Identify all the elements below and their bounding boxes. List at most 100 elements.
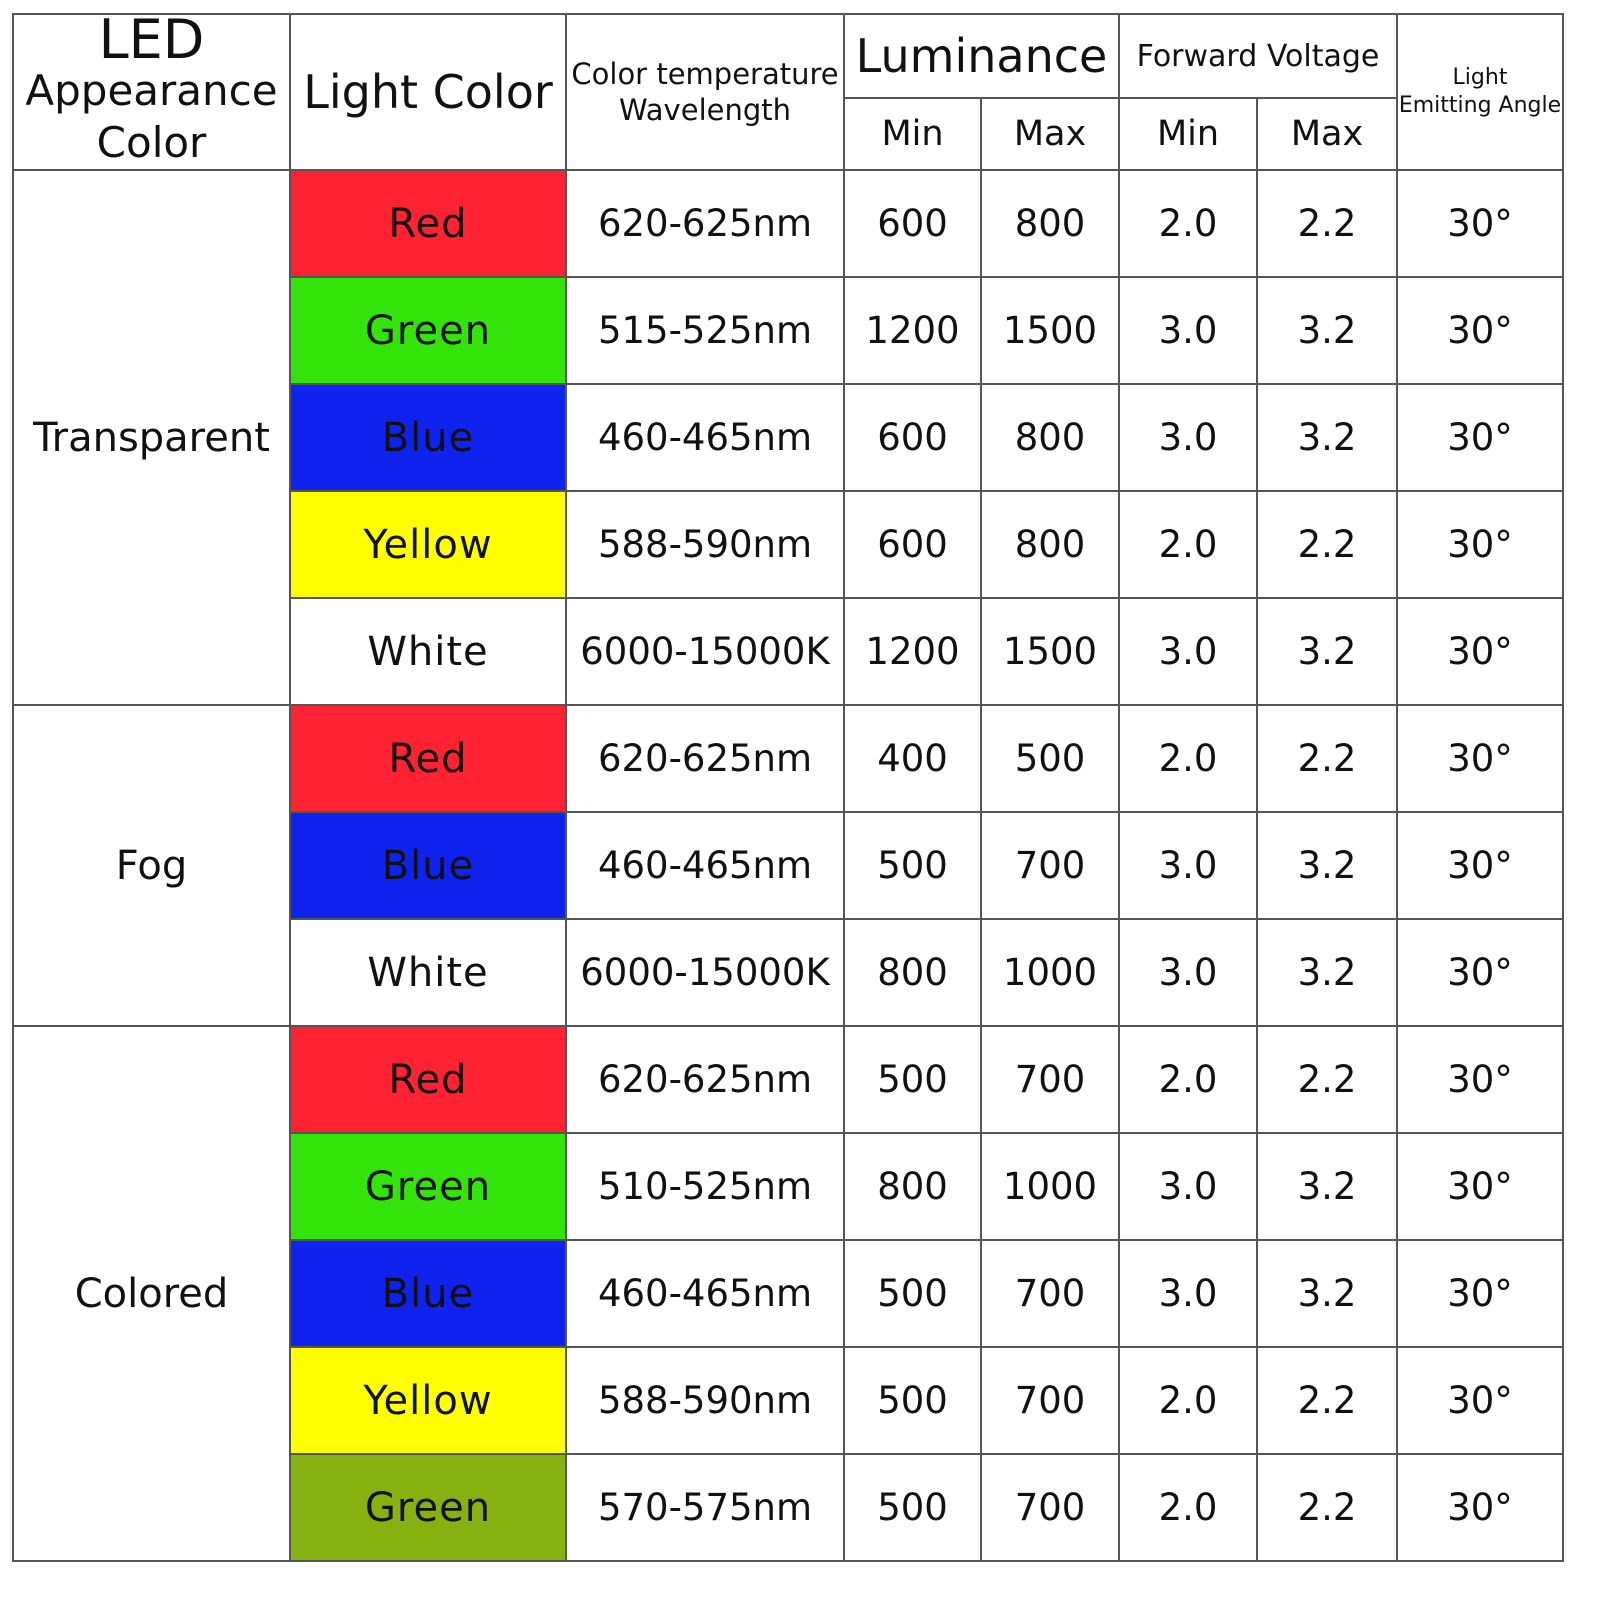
led-spec-table: LED Appearance Color Light Color Color t… (12, 13, 1564, 1562)
luminance-min-cell: 600 (843, 383, 982, 492)
wavelength-cell: 460-465nm (565, 383, 845, 492)
header-appearance-color: LED Appearance Color (12, 13, 291, 171)
voltage-min-cell: 2.0 (1118, 1025, 1258, 1134)
voltage-min-cell: 2.0 (1118, 1346, 1258, 1455)
light-color-swatch: Red (289, 169, 567, 278)
wavelength-cell: 6000-15000K (565, 597, 845, 706)
voltage-max-cell: 3.2 (1256, 811, 1398, 920)
voltage-min-cell: 3.0 (1118, 383, 1258, 492)
luminance-max-cell: 800 (980, 169, 1120, 278)
light-color-swatch: Blue (289, 811, 567, 920)
voltage-min-cell: 3.0 (1118, 811, 1258, 920)
emitting-angle-cell: 30° (1396, 597, 1564, 706)
voltage-max-cell: 3.2 (1256, 918, 1398, 1027)
table-row: Yellow 588-590nm 500 700 2.0 2.2 30° (13, 1346, 1564, 1455)
light-color-swatch: White (289, 918, 567, 1027)
luminance-max-cell: 1000 (980, 918, 1120, 1027)
luminance-min-cell: 500 (843, 1453, 982, 1562)
luminance-min-cell: 500 (843, 1346, 982, 1455)
luminance-max-cell: 800 (980, 383, 1120, 492)
header-voltage-max: Max (1256, 97, 1398, 171)
voltage-min-cell: 3.0 (1118, 276, 1258, 385)
voltage-min-cell: 3.0 (1118, 1132, 1258, 1241)
voltage-min-cell: 2.0 (1118, 169, 1258, 278)
group-label: Colored (12, 1025, 291, 1562)
luminance-min-cell: 600 (843, 490, 982, 599)
table-row: Green 570-575nm 500 700 2.0 2.2 30° (13, 1453, 1564, 1562)
light-color-swatch: Blue (289, 1239, 567, 1348)
luminance-min-cell: 800 (843, 1132, 982, 1241)
header-emitting-angle: Light Emitting Angle (1396, 13, 1564, 171)
luminance-min-cell: 500 (843, 1025, 982, 1134)
luminance-max-cell: 700 (980, 1025, 1120, 1134)
voltage-max-cell: 2.2 (1256, 704, 1398, 813)
header-voltage-min: Min (1118, 97, 1258, 171)
table-row: Colored Red 620-625nm 500 700 2.0 2.2 30° (12, 1025, 1564, 1562)
luminance-min-cell: 1200 (843, 276, 982, 385)
emitting-angle-cell: 30° (1396, 1239, 1564, 1348)
voltage-max-cell: 3.2 (1256, 383, 1398, 492)
voltage-min-cell: 3.0 (1118, 597, 1258, 706)
table-row: Fog Red 620-625nm 400 500 2.0 2.2 30° (12, 704, 1564, 1027)
group-label: Transparent (12, 169, 291, 706)
header-luminance-max: Max (980, 97, 1120, 171)
emitting-angle-cell: 30° (1396, 169, 1564, 278)
luminance-min-cell: 400 (843, 704, 982, 813)
emitting-angle-cell: 30° (1396, 1132, 1564, 1241)
group-label: Fog (12, 704, 291, 1027)
voltage-max-cell: 2.2 (1256, 1025, 1398, 1134)
header-color-temperature: Color temperature Wavelength (565, 13, 845, 171)
wavelength-cell: 515-525nm (565, 276, 845, 385)
light-color-swatch: Yellow (289, 490, 567, 599)
table-row: White 6000-15000K 800 1000 3.0 3.2 30° (13, 918, 1564, 1027)
luminance-min-cell: 500 (843, 811, 982, 920)
luminance-min-cell: 800 (843, 918, 982, 1027)
table-body: Transparent Red 620-625nm 600 800 2.0 2.2 30° Gr… (12, 169, 1564, 1562)
voltage-max-cell: 3.2 (1256, 276, 1398, 385)
voltage-min-cell: 2.0 (1118, 490, 1258, 599)
luminance-max-cell: 700 (980, 1346, 1120, 1455)
wavelength-cell: 510-525nm (565, 1132, 845, 1241)
table-row: White 6000-15000K 1200 1500 3.0 3.2 30° (13, 597, 1564, 706)
luminance-max-cell: 500 (980, 704, 1120, 813)
table-row: Green 510-525nm 800 1000 3.0 3.2 30° (13, 1132, 1564, 1241)
wavelength-cell: 588-590nm (565, 490, 845, 599)
light-color-swatch: Red (289, 1025, 567, 1134)
voltage-min-cell: 3.0 (1118, 1239, 1258, 1348)
voltage-max-cell: 2.2 (1256, 490, 1398, 599)
wavelength-cell: 620-625nm (565, 704, 845, 813)
voltage-min-cell: 3.0 (1118, 918, 1258, 1027)
voltage-min-cell: 2.0 (1118, 1453, 1258, 1562)
wavelength-cell: 460-465nm (565, 1239, 845, 1348)
luminance-max-cell: 700 (980, 1453, 1120, 1562)
voltage-max-cell: 3.2 (1256, 1239, 1398, 1348)
luminance-max-cell: 1000 (980, 1132, 1120, 1241)
emitting-angle-cell: 30° (1396, 918, 1564, 1027)
emitting-angle-cell: 30° (1396, 383, 1564, 492)
table-header: LED Appearance Color Light Color Color t… (12, 13, 1564, 171)
light-color-swatch: Red (289, 704, 567, 813)
table-row: Blue 460-465nm 600 800 3.0 3.2 30° (13, 383, 1564, 492)
emitting-angle-cell: 30° (1396, 1025, 1564, 1134)
voltage-min-cell: 2.0 (1118, 704, 1258, 813)
voltage-max-cell: 3.2 (1256, 597, 1398, 706)
table-row: Blue 460-465nm 500 700 3.0 3.2 30° (13, 1239, 1564, 1348)
luminance-min-cell: 500 (843, 1239, 982, 1348)
light-color-swatch: Blue (289, 383, 567, 492)
luminance-min-cell: 600 (843, 169, 982, 278)
emitting-angle-cell: 30° (1396, 1346, 1564, 1455)
header-light-color: Light Color (289, 13, 567, 171)
voltage-max-cell: 2.2 (1256, 1453, 1398, 1562)
table-row: Yellow 588-590nm 600 800 2.0 2.2 30° (13, 490, 1564, 599)
luminance-max-cell: 700 (980, 1239, 1120, 1348)
header-luminance: Luminance (843, 13, 1120, 99)
wavelength-cell: 620-625nm (565, 1025, 845, 1134)
luminance-max-cell: 700 (980, 811, 1120, 920)
table-row: Green 515-525nm 1200 1500 3.0 3.2 30° (13, 276, 1564, 385)
luminance-max-cell: 1500 (980, 597, 1120, 706)
emitting-angle-cell: 30° (1396, 490, 1564, 599)
wavelength-cell: 460-465nm (565, 811, 845, 920)
wavelength-cell: 620-625nm (565, 169, 845, 278)
luminance-min-cell: 1200 (843, 597, 982, 706)
luminance-max-cell: 1500 (980, 276, 1120, 385)
